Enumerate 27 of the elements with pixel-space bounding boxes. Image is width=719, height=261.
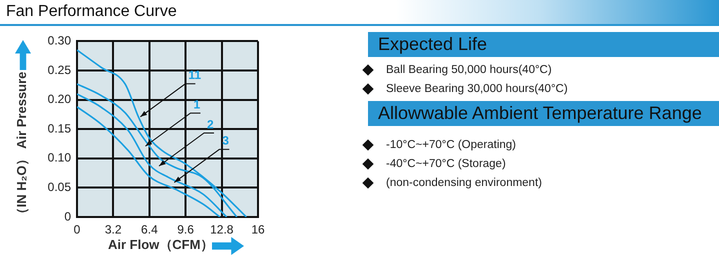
chart-title: Fan Performance Curve [6, 3, 177, 21]
annotation: 2 [207, 117, 214, 132]
x-tick-label: 12.8 [210, 222, 234, 237]
x-axis-title: Air Flow（CFM） [108, 236, 214, 254]
y-tick-label: 0.25 [48, 62, 72, 77]
text: Ball Bearing 50,000 hours(40°C) [386, 64, 552, 76]
x-tick-label: 16 [251, 222, 265, 237]
x-tick-label: 3.2 [104, 222, 122, 237]
x-tick-label: 0 [74, 222, 81, 237]
y-tick-label: 0 [64, 209, 72, 224]
text: -40°C~+70°C (Storage) [386, 158, 506, 170]
y-tick-label: 0.10 [48, 150, 72, 165]
y-axis-title: （IN H₂O） Air Pressure [13, 72, 30, 220]
annotation: 1 [193, 97, 200, 112]
line-series [77, 49, 248, 217]
text: Expected Life [368, 32, 719, 57]
annotation: 11 [188, 68, 202, 82]
x-tick-label: 9.6 [177, 222, 194, 237]
y-tick-label: 0.30 [48, 34, 72, 48]
y-tick-label: 0.05 [48, 180, 72, 194]
x-tick-label: 6.4 [141, 222, 158, 237]
text: -10°C~+70°C (Operating) [386, 139, 516, 151]
y-tick-label: 0.20 [48, 92, 72, 106]
y-tick-label: 0.15 [48, 121, 72, 136]
text: Sleeve Bearing 30,000 hours(40°C) [386, 83, 568, 95]
text: (non-condensing environment) [386, 177, 542, 189]
text: Allowwable Ambient Temperature Range [368, 101, 719, 126]
